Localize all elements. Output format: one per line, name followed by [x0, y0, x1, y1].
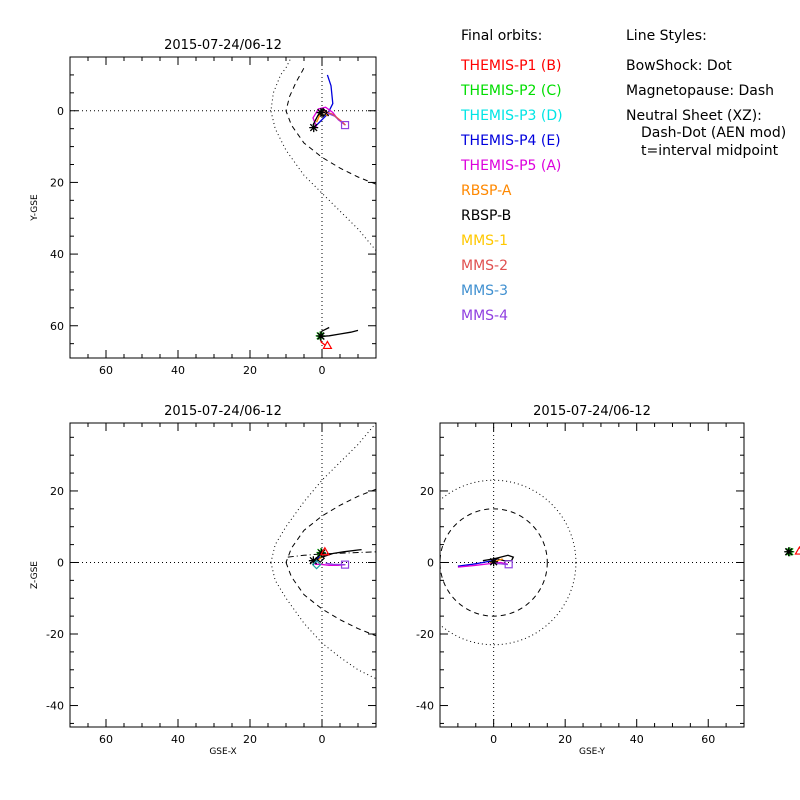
y-tick-label: -40: [46, 700, 64, 713]
x-tick-label: 60: [99, 364, 113, 377]
marker-triangle: [322, 340, 333, 350]
x-tick-label: 20: [243, 733, 257, 746]
line-style-entry: t=interval midpoint: [641, 143, 779, 159]
marker-star: [316, 331, 326, 341]
panel-title: 2015-07-24/06-12: [164, 38, 282, 53]
marker-square: [340, 120, 350, 130]
marker-star: [309, 123, 319, 133]
x-tick-label: 20: [558, 733, 572, 746]
y-tick-label: -20: [416, 628, 434, 641]
marker-diamond: [311, 559, 322, 570]
line-style-entry: Magnetopause: Dash: [626, 83, 774, 99]
panel-yz: 2015-07-24/06-12 0 20 40 60 -40 -20 0 20 GSE-Y: [416, 404, 800, 757]
y-tick-label: 20: [50, 485, 64, 498]
magnetopause-circle: [440, 508, 548, 617]
marker-star: [784, 547, 794, 557]
panel-title: 2015-07-24/06-12: [533, 404, 651, 419]
line-styles-heading: Line Styles:: [626, 28, 707, 44]
marker-triangle: [794, 545, 800, 555]
x-tick-label: 20: [243, 364, 257, 377]
plot-area: [70, 57, 376, 358]
magnetopause-curve: [285, 488, 376, 563]
plot-frame: [69, 422, 377, 728]
x-tick-label: 40: [171, 733, 185, 746]
line-style-entry: BowShock: Dot: [626, 58, 732, 74]
y-axis-label: Z-GSE: [30, 561, 40, 589]
x-tick-label: 60: [99, 733, 113, 746]
y-tick-label: -20: [46, 628, 64, 641]
x-tick-label: 40: [171, 364, 185, 377]
orbit-track: [317, 326, 359, 338]
legend-item: MMS-1: [461, 233, 508, 249]
y-tick-label: 0: [57, 105, 64, 118]
bowshock-curve: [270, 423, 376, 563]
legend-item: THEMIS-P4 (E): [460, 133, 561, 149]
line-style-entry: Dash-Dot (AEN mod): [641, 125, 786, 141]
panel-xz: 2015-07-24/06-12 60 40 20 0 -40 -20 0 20 GSE-X Z-G…: [30, 404, 377, 757]
legend-item: THEMIS-P3 (D): [460, 108, 563, 124]
marker-star: [316, 108, 326, 118]
orbit-track: [314, 74, 334, 128]
marker-diamond: [315, 553, 326, 564]
y-axis-label: Y-GSE: [30, 194, 40, 222]
orbit-track: [457, 561, 509, 568]
legend: Final orbits: THEMIS-P1 (B) THEMIS-P2 (C) T…: [460, 28, 563, 324]
bowshock-curve: [270, 562, 376, 680]
y-tick-label: 40: [50, 248, 64, 261]
line-styles: Line Styles: BowShock: Dot Magnetopause: D…: [626, 28, 786, 159]
plot-area: [70, 423, 376, 727]
y-tick-label: 20: [50, 176, 64, 189]
legend-item: THEMIS-P5 (A): [460, 158, 561, 174]
marker-star: [489, 557, 499, 567]
legend-item: MMS-4: [461, 308, 508, 324]
legend-item: RBSP-B: [461, 208, 511, 224]
y-tick-label: -40: [416, 700, 434, 713]
legend-item: MMS-2: [461, 258, 508, 274]
legend-heading: Final orbits:: [461, 28, 542, 44]
marker-square: [504, 560, 513, 569]
magnetopause-curve: [285, 562, 376, 637]
x-tick-label: 60: [701, 733, 715, 746]
line-style-entry: Neutral Sheet (XZ):: [626, 108, 762, 124]
y-tick-label: 0: [57, 556, 64, 569]
panel-xy: 2015-07-24/06-12 60 40 20 0 0 20 40 60 Y-GSE: [30, 38, 377, 377]
panel-title: 2015-07-24/06-12: [164, 404, 282, 419]
marker-square: [340, 560, 350, 569]
orbit-track: [325, 111, 346, 126]
marker-triangle: [319, 546, 330, 556]
y-tick-label: 20: [420, 485, 434, 498]
x-tick-label: 40: [630, 733, 644, 746]
legend-item: THEMIS-P2 (C): [460, 83, 562, 99]
legend-item: MMS-3: [461, 283, 508, 299]
legend-item: RBSP-A: [461, 183, 512, 199]
bowshock-curve: [270, 57, 376, 251]
x-tick-label: 0: [319, 733, 326, 746]
x-tick-label: 0: [490, 733, 497, 746]
plot-frame: [439, 422, 745, 728]
plot-frame: [69, 56, 377, 359]
plot-area: [440, 423, 744, 727]
marker-diamond: [318, 107, 328, 118]
y-tick-label: 60: [50, 320, 64, 333]
marker-star: [308, 556, 318, 566]
magnetopause-curve: [285, 67, 376, 185]
orbit-track: [323, 110, 346, 126]
orbit-track: [325, 562, 346, 566]
y-tick-label: 0: [427, 556, 434, 569]
x-tick-label: 0: [319, 364, 326, 377]
legend-item: THEMIS-P1 (B): [460, 58, 561, 74]
x-axis-label: GSE-Y: [579, 747, 606, 757]
bowshock-circle: [440, 479, 577, 646]
x-axis-label: GSE-X: [209, 747, 236, 757]
